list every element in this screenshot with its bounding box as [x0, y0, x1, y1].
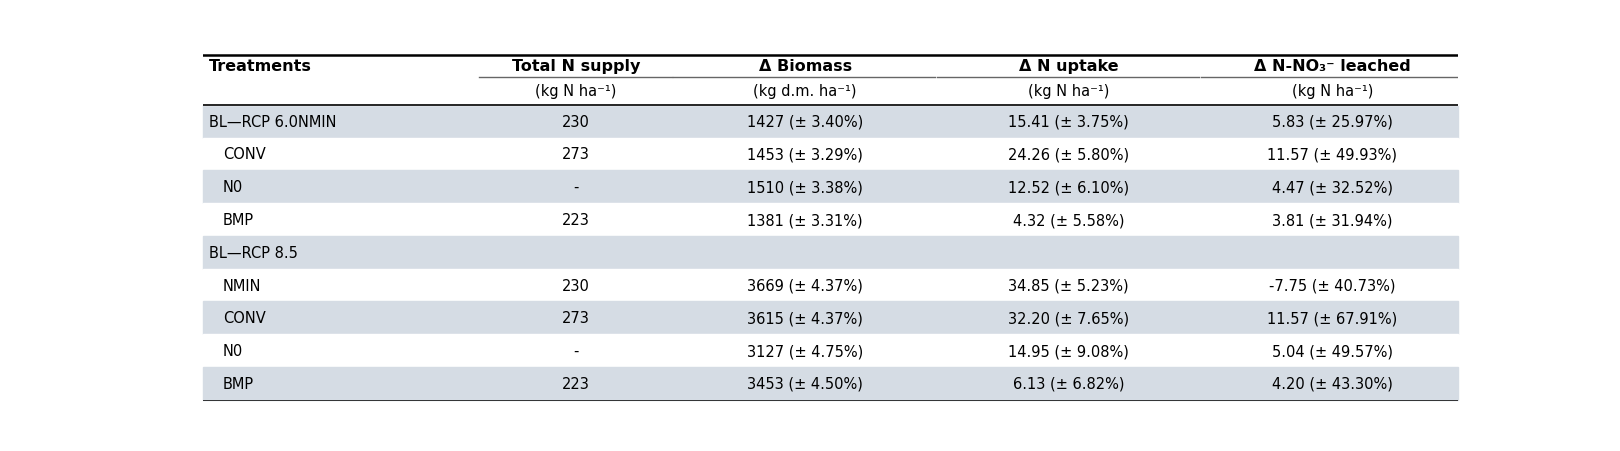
Text: 24.26 (± 5.80%): 24.26 (± 5.80%) [1008, 147, 1129, 162]
Bar [202, 138, 1458, 171]
Bar [202, 106, 1458, 138]
Text: 1381 (± 3.31%): 1381 (± 3.31%) [747, 212, 863, 227]
Text: 1427 (± 3.40%): 1427 (± 3.40%) [747, 115, 863, 129]
Text: 273: 273 [562, 147, 590, 162]
Text: 230: 230 [562, 278, 590, 293]
Text: 223: 223 [562, 376, 590, 391]
Text: Δ N-NO₃⁻ leached: Δ N-NO₃⁻ leached [1254, 60, 1411, 74]
Bar [202, 269, 1458, 302]
Text: Δ N uptake: Δ N uptake [1019, 60, 1118, 74]
Text: (kg N ha⁻¹): (kg N ha⁻¹) [1029, 84, 1110, 99]
Text: (kg N ha⁻¹): (kg N ha⁻¹) [1291, 84, 1374, 99]
Text: 34.85 (± 5.23%): 34.85 (± 5.23%) [1009, 278, 1129, 293]
Text: CONV: CONV [222, 147, 266, 162]
Text: 4.47 (± 32.52%): 4.47 (± 32.52%) [1272, 180, 1393, 195]
Text: 1510 (± 3.38%): 1510 (± 3.38%) [747, 180, 863, 195]
Text: BMP: BMP [222, 212, 254, 227]
Text: BL—RCP 6.0NMIN: BL—RCP 6.0NMIN [209, 115, 337, 129]
Text: BMP: BMP [222, 376, 254, 391]
Text: (kg d.m. ha⁻¹): (kg d.m. ha⁻¹) [753, 84, 857, 99]
Text: Total N supply: Total N supply [512, 60, 640, 74]
Text: -7.75 (± 40.73%): -7.75 (± 40.73%) [1268, 278, 1396, 293]
Bar [202, 171, 1458, 204]
Bar [202, 335, 1458, 367]
Text: NMIN: NMIN [222, 278, 261, 293]
Text: N0: N0 [222, 180, 243, 195]
Text: Treatments: Treatments [209, 60, 311, 74]
Text: 230: 230 [562, 115, 590, 129]
Text: 273: 273 [562, 311, 590, 326]
Text: -: - [573, 343, 578, 358]
Bar [202, 302, 1458, 335]
Text: 3127 (± 4.75%): 3127 (± 4.75%) [747, 343, 863, 358]
Text: 3.81 (± 31.94%): 3.81 (± 31.94%) [1272, 212, 1393, 227]
Text: 4.20 (± 43.30%): 4.20 (± 43.30%) [1272, 376, 1393, 391]
Text: 11.57 (± 49.93%): 11.57 (± 49.93%) [1267, 147, 1398, 162]
Text: 3669 (± 4.37%): 3669 (± 4.37%) [747, 278, 863, 293]
Text: 1453 (± 3.29%): 1453 (± 3.29%) [747, 147, 863, 162]
Text: 6.13 (± 6.82%): 6.13 (± 6.82%) [1012, 376, 1124, 391]
Text: 5.83 (± 25.97%): 5.83 (± 25.97%) [1272, 115, 1393, 129]
Bar [202, 367, 1458, 400]
Bar [202, 204, 1458, 236]
Text: Δ Biomass: Δ Biomass [758, 60, 852, 74]
Bar [202, 236, 1458, 269]
Text: 3615 (± 4.37%): 3615 (± 4.37%) [747, 311, 863, 326]
Text: 4.32 (± 5.58%): 4.32 (± 5.58%) [1012, 212, 1124, 227]
Text: -: - [573, 180, 578, 195]
Text: 223: 223 [562, 212, 590, 227]
Text: 5.04 (± 49.57%): 5.04 (± 49.57%) [1272, 343, 1393, 358]
Text: CONV: CONV [222, 311, 266, 326]
Text: BL—RCP 8.5: BL—RCP 8.5 [209, 245, 298, 260]
Text: 15.41 (± 3.75%): 15.41 (± 3.75%) [1008, 115, 1129, 129]
Bar [202, 55, 1458, 106]
Text: 14.95 (± 9.08%): 14.95 (± 9.08%) [1008, 343, 1129, 358]
Text: (kg N ha⁻¹): (kg N ha⁻¹) [535, 84, 617, 99]
Text: 12.52 (± 6.10%): 12.52 (± 6.10%) [1008, 180, 1129, 195]
Text: 11.57 (± 67.91%): 11.57 (± 67.91%) [1267, 311, 1398, 326]
Text: N0: N0 [222, 343, 243, 358]
Text: 32.20 (± 7.65%): 32.20 (± 7.65%) [1008, 311, 1129, 326]
Text: 3453 (± 4.50%): 3453 (± 4.50%) [747, 376, 863, 391]
